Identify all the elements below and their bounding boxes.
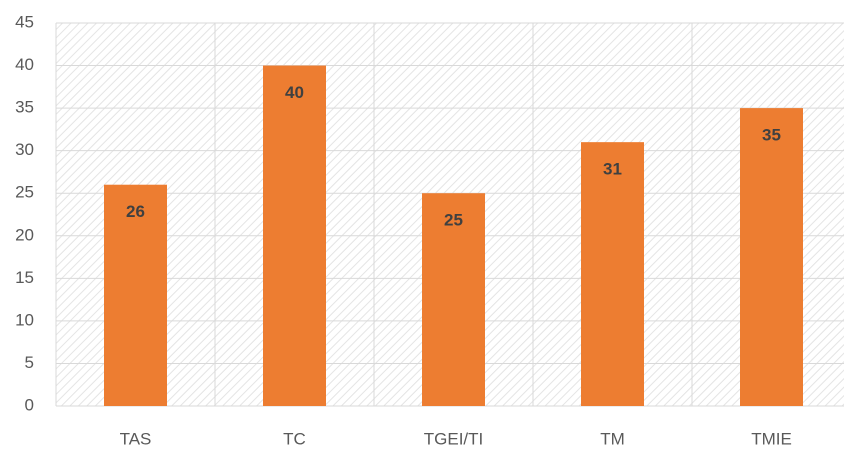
x-tick-label: TAS bbox=[120, 429, 152, 448]
y-tick-label: 45 bbox=[15, 12, 34, 31]
data-label: 35 bbox=[762, 126, 781, 145]
y-tick-label: 40 bbox=[15, 55, 34, 74]
bar bbox=[104, 184, 167, 406]
y-tick-label: 10 bbox=[15, 310, 34, 329]
y-tick-label: 0 bbox=[25, 395, 34, 414]
y-tick-label: 5 bbox=[25, 353, 34, 372]
y-tick-label: 25 bbox=[15, 183, 34, 202]
y-tick-label: 30 bbox=[15, 140, 34, 159]
data-label: 26 bbox=[126, 202, 145, 221]
data-label: 25 bbox=[444, 211, 463, 230]
y-tick-label: 15 bbox=[15, 268, 34, 287]
y-tick-label: 20 bbox=[15, 225, 34, 244]
x-tick-label: TM bbox=[600, 429, 625, 448]
bar bbox=[263, 65, 326, 407]
x-tick-label: TGEI/TI bbox=[424, 429, 484, 448]
data-label: 31 bbox=[603, 160, 622, 179]
y-tick-label: 35 bbox=[15, 98, 34, 117]
data-label: 40 bbox=[285, 83, 304, 102]
bar bbox=[581, 142, 644, 406]
bar bbox=[740, 108, 803, 406]
x-tick-label: TMIE bbox=[751, 429, 792, 448]
bar bbox=[422, 193, 485, 406]
x-tick-label: TC bbox=[283, 429, 306, 448]
